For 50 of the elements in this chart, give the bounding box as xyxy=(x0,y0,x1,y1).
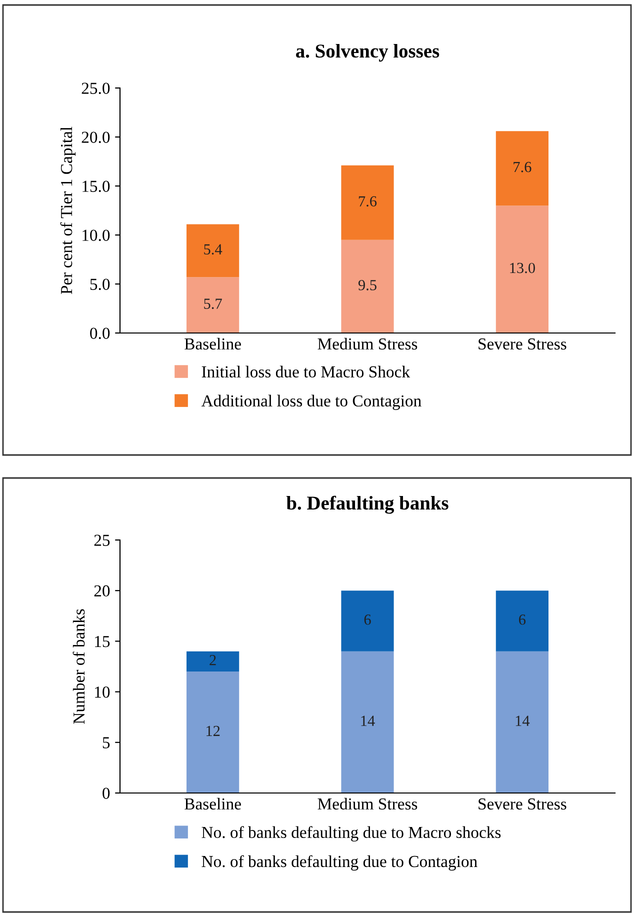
data-label: 2 xyxy=(210,654,216,666)
chart-title: a. Solvency losses xyxy=(296,44,440,62)
y-axis-title: Per cent of Tier 1 Capital xyxy=(60,126,76,294)
data-label: 5.7 xyxy=(204,298,222,309)
bar xyxy=(341,651,394,793)
y-tick-label: 5.0 xyxy=(90,278,110,290)
y-axis-title: Number of banks xyxy=(72,609,85,724)
data-label: 12 xyxy=(206,726,220,736)
chart-title: b. Defaulting banks xyxy=(286,496,448,514)
bar xyxy=(496,590,548,652)
data-label: 7.6 xyxy=(514,162,532,172)
data-label: 13.0 xyxy=(510,262,535,274)
x-tick-label: Severe Stress xyxy=(478,338,566,350)
y-tick-label: 25 xyxy=(94,534,110,546)
y-tick-label: 15.0 xyxy=(82,180,110,192)
y-tick-label: 25.0 xyxy=(82,82,110,94)
data-label: 7.6 xyxy=(358,196,377,207)
bar xyxy=(496,131,548,206)
y-tick-label: 15 xyxy=(95,636,110,648)
y-tick-label: 20 xyxy=(94,585,110,597)
y-tick-label: 10.0 xyxy=(82,230,110,242)
legend-label: No. of banks defaulting due to Macro shocks xyxy=(202,826,501,842)
y-tick-label: 0.0 xyxy=(90,328,110,340)
bar xyxy=(496,651,548,793)
legend-label: Initial loss due to Macro Shock xyxy=(202,366,410,378)
bar xyxy=(341,590,394,652)
legend-label: No. of banks defaulting due to Contagion xyxy=(202,855,478,871)
data-label: 9.5 xyxy=(358,280,376,290)
y-tick-label: 5 xyxy=(102,737,110,748)
bar xyxy=(186,672,240,793)
bar xyxy=(186,224,240,278)
data-label: 14 xyxy=(361,716,375,726)
y-tick-label: 20.0 xyxy=(82,132,110,144)
data-label: 14 xyxy=(516,716,530,726)
data-label: 6 xyxy=(519,614,526,625)
x-tick-label: Baseline xyxy=(184,338,241,350)
bar xyxy=(186,277,240,333)
data-label: 6 xyxy=(364,614,371,625)
bar xyxy=(341,240,394,333)
y-tick-label: 0 xyxy=(102,788,110,799)
bar xyxy=(186,651,240,672)
x-tick-label: Medium Stress xyxy=(318,338,418,350)
x-tick-label: Severe Stress xyxy=(478,798,566,810)
bar xyxy=(341,165,394,240)
legend-label: Additional loss due to Contagion xyxy=(201,394,422,410)
bar xyxy=(496,206,548,333)
x-tick-label: Medium Stress xyxy=(318,798,418,810)
x-tick-label: Baseline xyxy=(184,798,241,810)
y-tick-label: 10 xyxy=(95,686,110,698)
data-label: 5.4 xyxy=(204,244,222,255)
